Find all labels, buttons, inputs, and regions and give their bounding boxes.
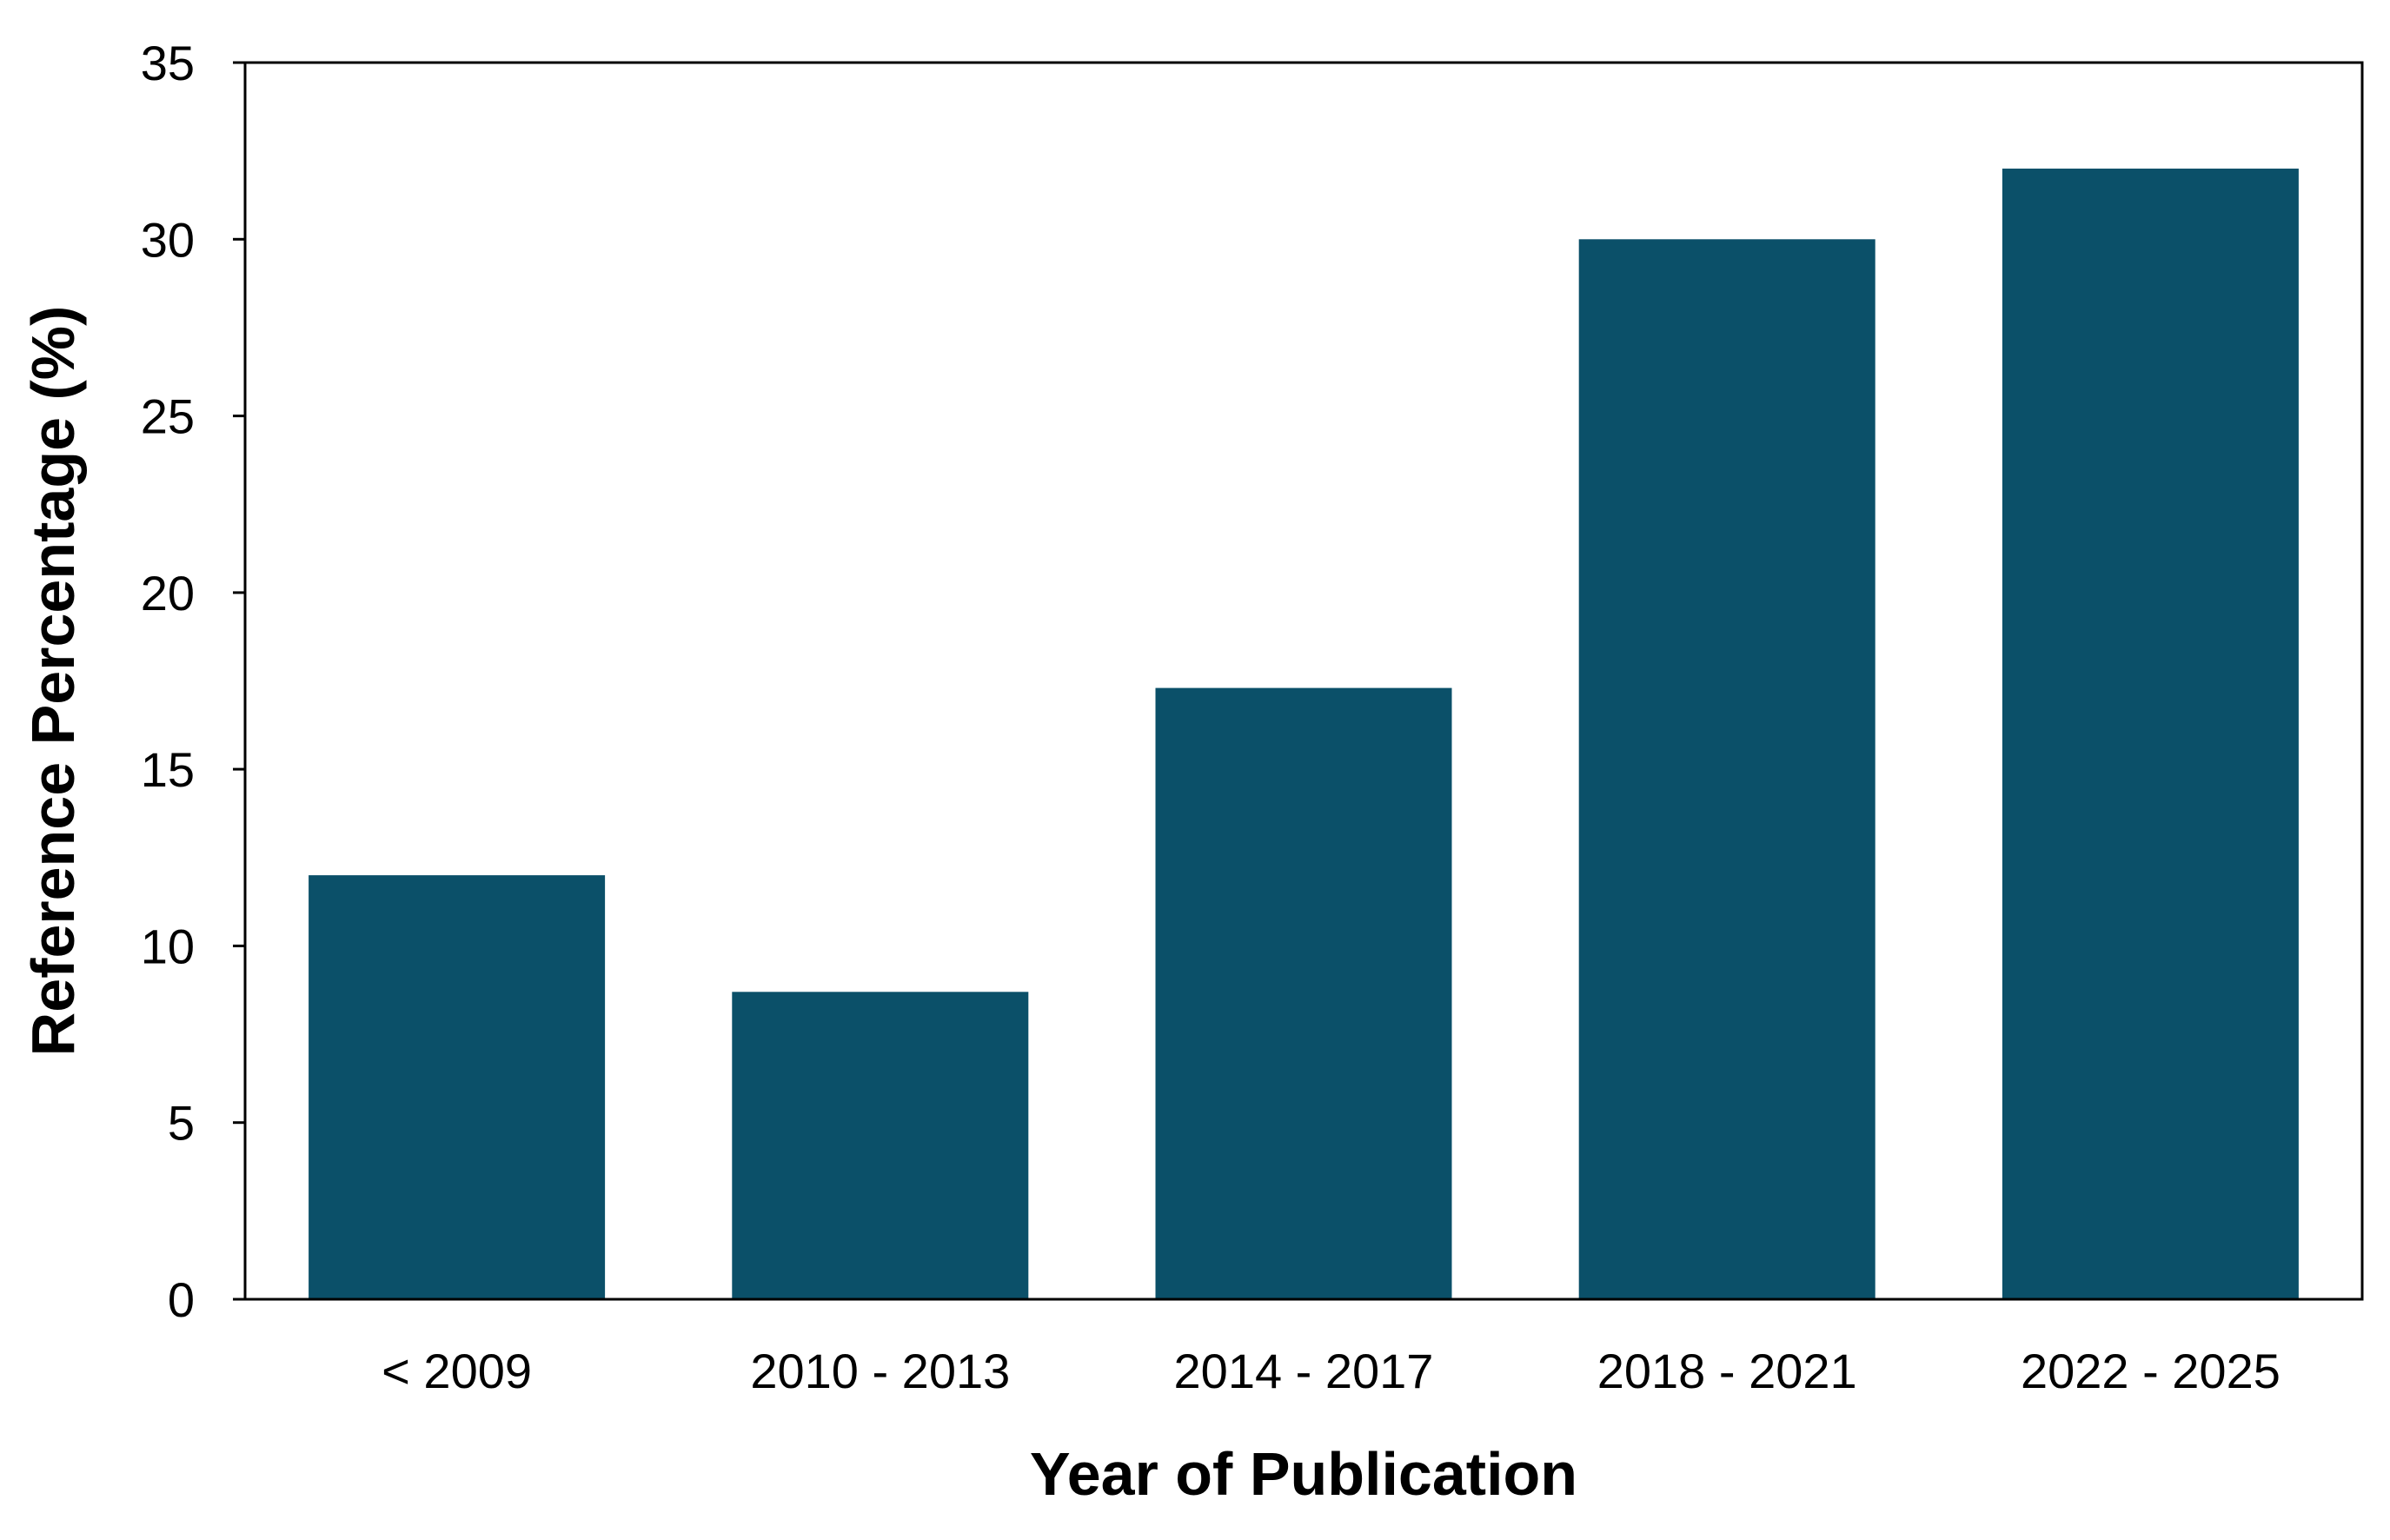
y-tick-label: 10 [141,919,195,973]
y-axis-ticks: 0 5 10 15 20 25 30 35 [141,36,245,1327]
y-tick-label: 0 [168,1272,195,1327]
bar [309,875,606,1299]
x-tick-label: 2022 - 2025 [2021,1344,2280,1398]
axes-layer [243,61,2364,1301]
x-axis-ticks: < 2009 2010 - 2013 2014 - 2017 2018 - 2021 2… [382,1344,2280,1398]
x-tick-label: 2018 - 2021 [1597,1344,1857,1398]
y-tick-label: 30 [141,212,195,267]
y-tick-label: 20 [141,566,195,621]
bars-layer [309,169,2299,1299]
plot-frame [243,61,2364,1301]
bar [732,992,1029,1299]
y-tick-label: 25 [141,389,195,444]
y-tick-label: 15 [141,742,195,797]
x-tick-label: 2014 - 2017 [1174,1344,1434,1398]
x-tick-label: < 2009 [382,1344,532,1398]
bar [2002,169,2299,1299]
bar [1578,239,1875,1299]
x-axis-title: Year of Publication [1030,1440,1577,1508]
y-tick-label: 35 [141,36,195,90]
x-tick-label: 2010 - 2013 [750,1344,1010,1398]
y-tick-label: 5 [168,1096,195,1151]
bar [1155,687,1452,1299]
y-axis-title: Reference Percentage (%) [19,306,87,1057]
